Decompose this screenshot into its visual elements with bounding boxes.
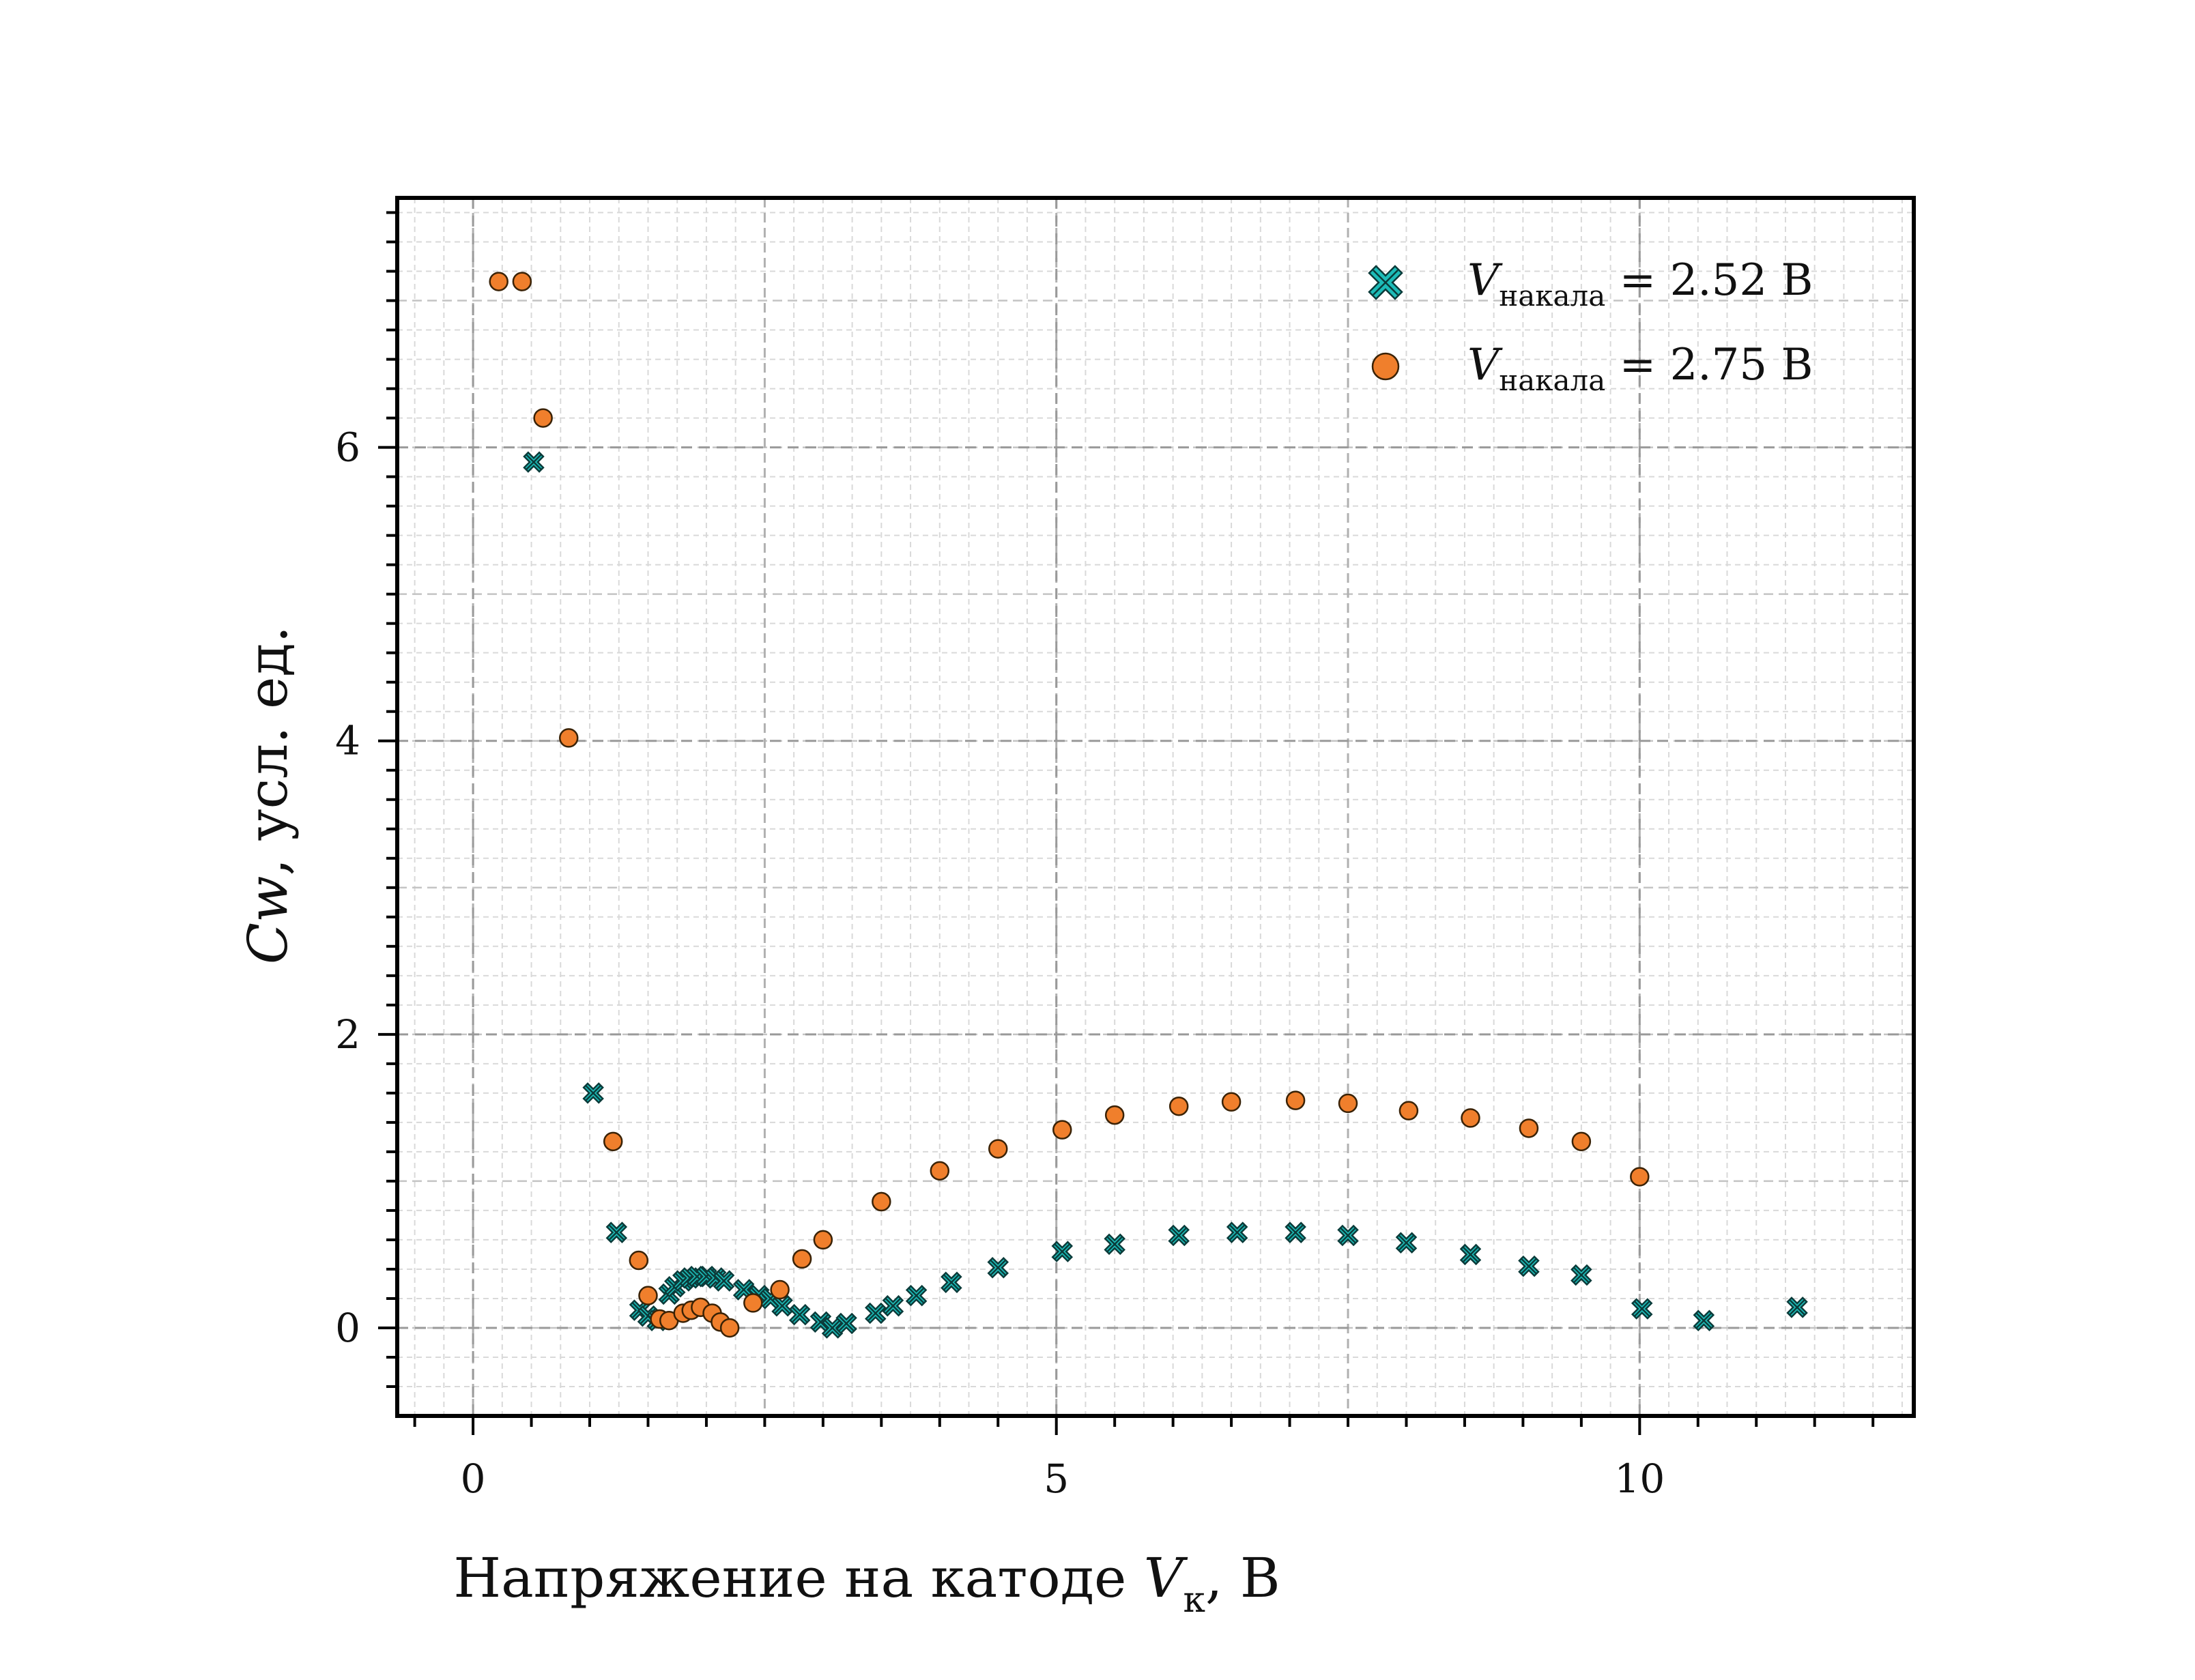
data-point [1631,1298,1653,1320]
data-point [865,1302,887,1324]
data-point [1337,1224,1359,1247]
series-layer [489,272,1808,1339]
y-tick-label: 2 [335,1011,360,1058]
data-point [1518,1255,1540,1277]
data-point [605,1221,628,1243]
data-point [1630,1167,1650,1187]
data-point [523,451,545,473]
series-2 [489,272,1650,1338]
data-point [872,1191,891,1212]
data-point [813,1230,833,1250]
data-point [1051,1241,1074,1262]
y-tick-label: 4 [335,718,360,764]
data-point [603,1131,623,1152]
data-point [1104,1105,1125,1125]
data-point [533,408,553,428]
series-1 [523,451,1808,1339]
data-point [582,1082,604,1104]
data-point [930,1161,950,1181]
data-point [821,1317,844,1339]
data-point [1221,1092,1242,1112]
data-point [1226,1221,1248,1243]
data-point [1285,1221,1306,1243]
x-tick-label: 5 [1044,1455,1069,1502]
data-point [1693,1309,1715,1331]
legend-label-series-2: Vнакала = 2.75 В [1467,340,1813,397]
data-point [941,1271,962,1294]
data-point [743,1293,763,1313]
data-point [1459,1243,1482,1266]
y-tick-label: 6 [335,424,360,471]
data-point [770,1279,790,1300]
data-point [1285,1090,1306,1110]
data-point [882,1294,904,1317]
legend-label-series-1: Vнакала = 2.52 В [1467,255,1813,313]
plot-frame [395,196,1916,1418]
data-point [1052,1120,1072,1140]
data-point [713,1270,735,1292]
legend: Vнакала = 2.52 В Vнакала = 2.75 В [1368,255,1813,397]
data-point [1395,1232,1418,1254]
data-point [719,1318,740,1338]
y-axis-label: Cw, усл. ед. [236,626,300,964]
ticks: 0 5 10 0 2 4 6 [335,211,1875,1502]
data-point [1519,1118,1539,1138]
data-point [489,272,508,291]
grid [397,198,1914,1416]
data-point [792,1249,812,1269]
x-tick-label: 10 [1614,1455,1665,1502]
data-point [1168,1224,1190,1247]
data-point [1786,1297,1808,1318]
data-point [1571,1131,1592,1152]
legend-marker-series-2 [1371,352,1400,381]
x-tick-label: 0 [461,1455,486,1502]
legend-marker-series-1 [1368,265,1403,300]
data-point [638,1286,658,1305]
data-point [788,1303,811,1326]
data-point [512,272,532,291]
data-point [1570,1264,1592,1286]
data-point [988,1139,1008,1159]
data-point [629,1250,649,1271]
data-point [835,1312,857,1335]
data-point [1104,1233,1125,1256]
x-axis-label: Напряжение на катоде Vк, В [453,1546,1280,1621]
data-point [1461,1108,1480,1128]
data-point [987,1257,1009,1279]
legend-x-icon [1368,265,1403,300]
y-tick-label: 0 [335,1305,360,1351]
data-point [905,1284,928,1307]
data-point [1398,1101,1419,1120]
data-point [559,728,579,748]
data-point [1168,1096,1189,1116]
data-point [1338,1093,1358,1114]
legend-circle-icon [1371,352,1400,381]
